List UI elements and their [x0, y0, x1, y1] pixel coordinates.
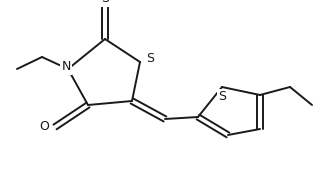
Text: S: S [101, 0, 109, 5]
Text: O: O [39, 121, 49, 133]
Text: N: N [61, 61, 71, 73]
Text: S: S [218, 90, 226, 104]
Text: S: S [146, 52, 154, 64]
